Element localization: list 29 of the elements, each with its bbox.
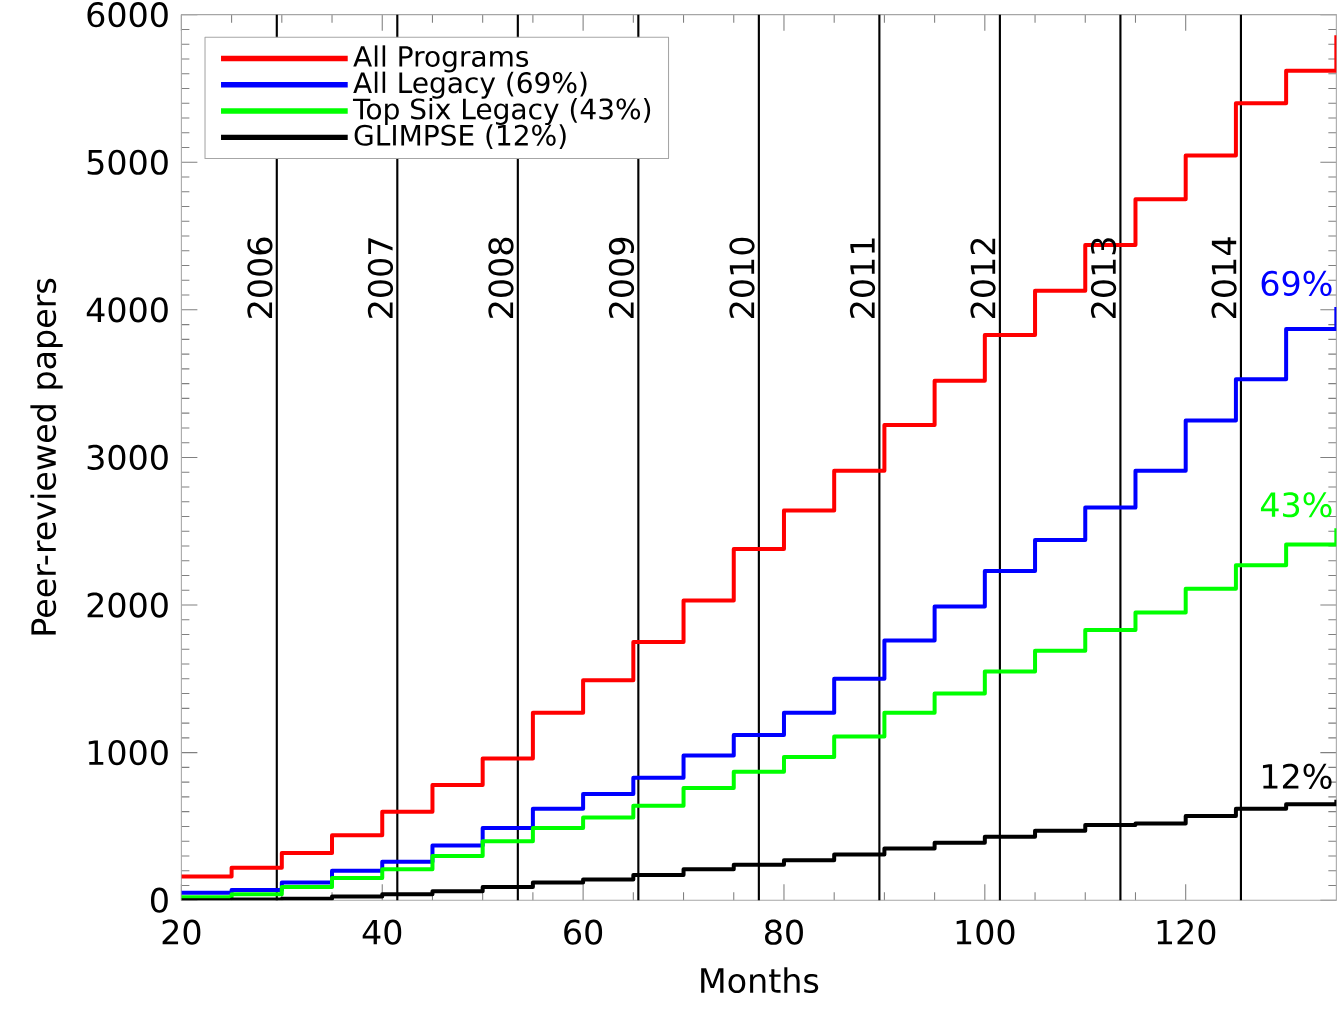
x-tick-label: 60 (564, 919, 603, 945)
y-axis-title: Peer-reviewed papers (30, 278, 63, 635)
annotation: 2007 (367, 238, 394, 318)
x-tick-label: 20 (162, 919, 201, 945)
y-tick-label: 0 (150, 887, 168, 913)
x-tick-label: 120 (1157, 919, 1216, 945)
legend-label: All Legacy (69%) (353, 71, 587, 99)
annotation: 2009 (608, 237, 635, 318)
legend-label: GLIMPSE (12%) (354, 124, 566, 150)
x-axis-title: Months (701, 967, 819, 994)
y-tick-label: 6000 (87, 2, 168, 28)
annotation: 2013 (1090, 238, 1117, 318)
annotation: 2014 (1211, 237, 1237, 318)
annotation: 12% (1262, 763, 1332, 789)
x-tick-label: 80 (765, 919, 803, 945)
annotation: 2008 (488, 237, 514, 318)
annotation: 43% (1260, 492, 1332, 518)
x-tick-label: 100 (956, 919, 1015, 945)
annotation: 2006 (247, 237, 273, 318)
annotation: 2011 (849, 238, 876, 318)
y-tick-label: 4000 (86, 297, 168, 323)
annotation: 69% (1261, 270, 1332, 297)
y-tick-label: 2000 (87, 592, 168, 618)
y-tick-label: 5000 (87, 149, 168, 175)
annotation: 2010 (729, 237, 755, 318)
annotation: 2012 (970, 238, 996, 318)
x-tick-label: 40 (362, 919, 402, 945)
y-tick-label: 3000 (87, 444, 168, 471)
y-tick-label: 1000 (88, 740, 168, 766)
